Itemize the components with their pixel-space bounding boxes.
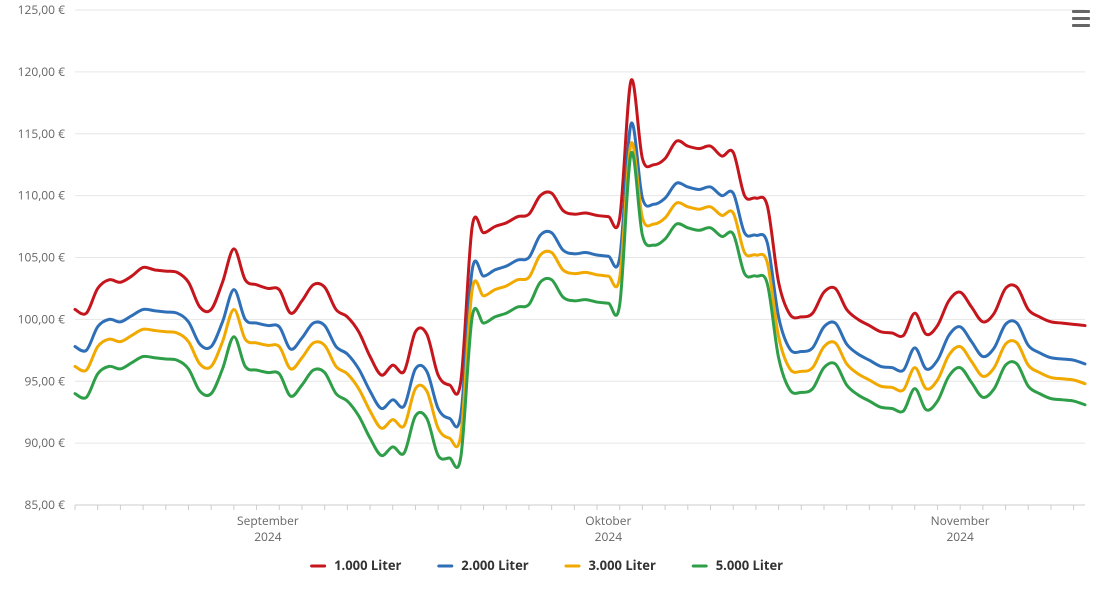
legend-label: 5.000 Liter	[716, 556, 783, 574]
x-axis: September2024Oktober2024November2024	[75, 505, 1085, 545]
series-group	[75, 80, 1085, 468]
legend: 1.000 Liter 2.000 Liter 3.000 Liter 5.000 L…	[310, 556, 783, 574]
y-tick-label: 115,00 €	[18, 125, 66, 142]
x-tick-sublabel: 2024	[946, 528, 974, 545]
legend-label: 2.000 Liter	[461, 556, 528, 574]
legend-swatch	[692, 565, 708, 568]
y-grid: 85,00 € 90,00 € 95,00 € 100,00 € 105,00 € 110…	[18, 1, 1085, 513]
y-tick-label: 85,00 €	[24, 496, 65, 513]
y-tick-label: 125,00 €	[18, 1, 66, 18]
y-tick-label: 100,00 €	[18, 310, 66, 327]
x-tick-label: September	[237, 512, 299, 529]
x-tick-label: November	[931, 512, 990, 529]
x-tick-sublabel: 2024	[595, 528, 623, 545]
y-tick-label: 120,00 €	[18, 63, 66, 80]
legend-label: 3.000 Liter	[589, 556, 656, 574]
y-tick-label: 110,00 €	[18, 187, 66, 204]
legend-swatch	[565, 565, 581, 568]
legend-swatch	[437, 565, 453, 568]
menu-bar	[1072, 17, 1090, 20]
legend-item[interactable]: 1.000 Liter	[310, 556, 401, 574]
legend-label: 1.000 Liter	[334, 556, 401, 574]
legend-item[interactable]: 3.000 Liter	[565, 556, 656, 574]
legend-item[interactable]: 5.000 Liter	[692, 556, 783, 574]
y-tick-label: 90,00 €	[24, 434, 65, 451]
y-tick-label: 105,00 €	[18, 249, 66, 266]
series-line	[75, 143, 1085, 447]
x-tick-label: Oktober	[585, 512, 631, 529]
y-tick-label: 95,00 €	[24, 372, 65, 389]
x-tick-sublabel: 2024	[254, 528, 282, 545]
price-line-chart: 85,00 € 90,00 € 95,00 € 100,00 € 105,00 € 110…	[0, 0, 1105, 602]
legend-item[interactable]: 2.000 Liter	[437, 556, 528, 574]
menu-bar	[1072, 10, 1090, 13]
legend-swatch	[310, 565, 326, 568]
series-line	[75, 80, 1085, 395]
chart-menu-icon[interactable]	[1072, 10, 1090, 27]
menu-bar	[1072, 24, 1090, 27]
